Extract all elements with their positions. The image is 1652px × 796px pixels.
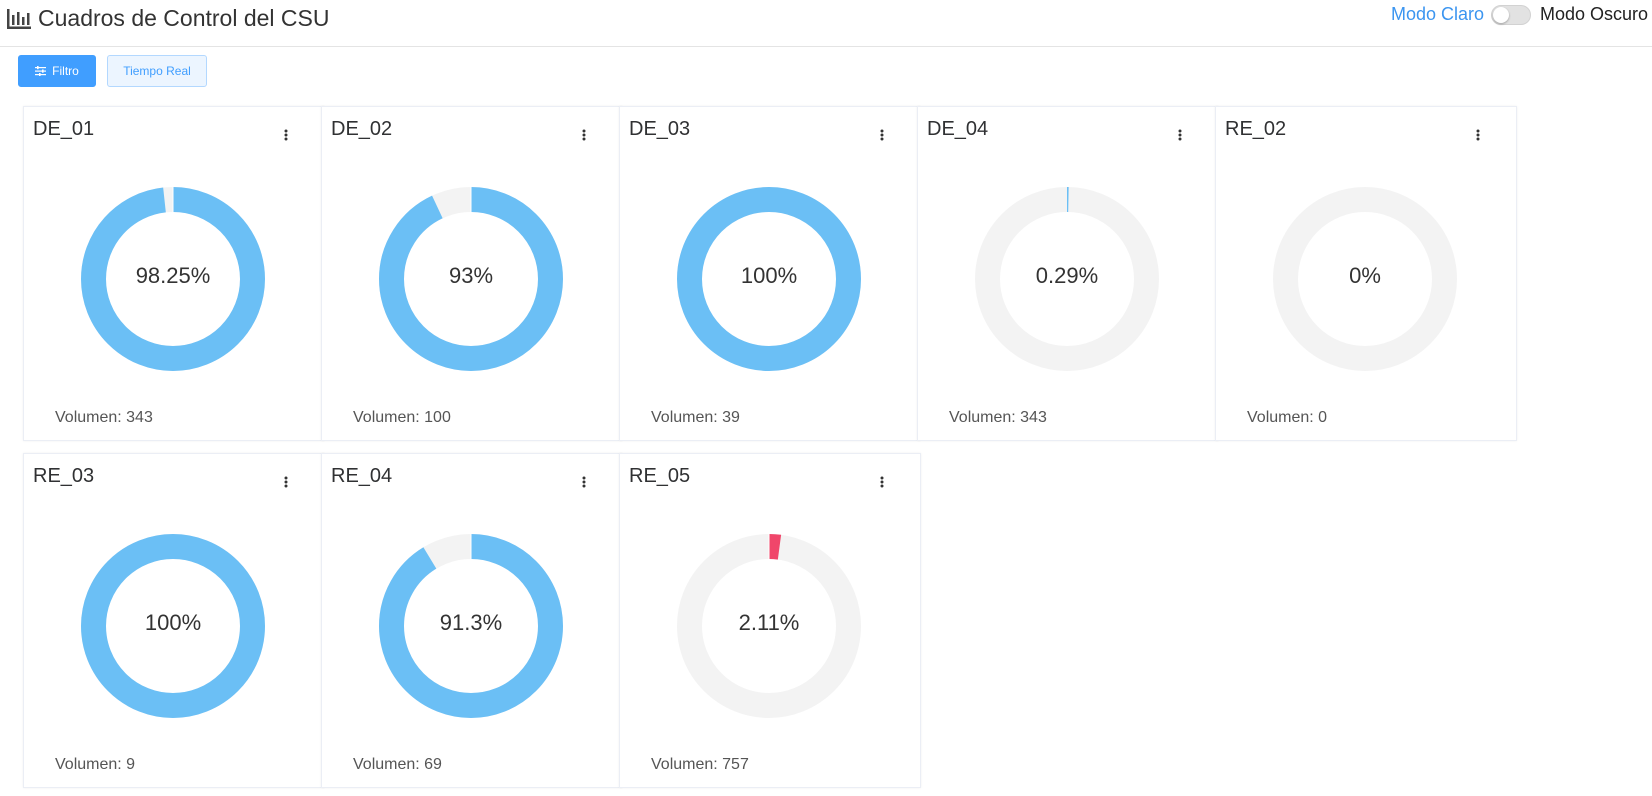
donut-chart bbox=[975, 187, 1159, 371]
card-volume: Volumen: 39 bbox=[651, 409, 740, 426]
kpi-card[interactable]: RE_05 2.11% Volumen: 757 bbox=[619, 453, 921, 788]
donut-chart bbox=[379, 534, 563, 718]
kpi-card[interactable]: DE_04 0.29% Volumen: 343 bbox=[917, 106, 1219, 441]
kpi-card[interactable]: RE_02 0% Volumen: 0 bbox=[1215, 106, 1517, 441]
donut-percent-label: 0% bbox=[1349, 263, 1381, 288]
donut-percent-label: 100% bbox=[144, 610, 202, 635]
sliders-icon bbox=[35, 66, 47, 76]
donut-chart bbox=[677, 534, 861, 718]
card-volume: Volumen: 69 bbox=[353, 756, 442, 773]
donut-chart bbox=[677, 187, 861, 371]
kpi-card[interactable]: DE_02 93% Volumen: 100 bbox=[321, 106, 623, 441]
kpi-card[interactable]: RE_04 91.3% Volumen: 69 bbox=[321, 453, 623, 788]
donut-value-arc bbox=[677, 187, 861, 371]
card-volume: Volumen: 9 bbox=[55, 756, 136, 773]
toggle-knob bbox=[1493, 7, 1509, 23]
donut-chart bbox=[1273, 187, 1457, 371]
page-title: Cuadros de Control del CSU bbox=[38, 5, 330, 31]
donut-chart bbox=[81, 187, 265, 371]
vertical-ellipsis-icon[interactable] bbox=[279, 472, 293, 492]
vertical-ellipsis-icon[interactable] bbox=[279, 125, 293, 145]
dark-mode-label[interactable]: Modo Oscuro bbox=[1540, 4, 1649, 24]
donut-percent-label: 0.29% bbox=[1035, 263, 1099, 288]
vertical-ellipsis-icon[interactable] bbox=[1471, 125, 1485, 145]
bar-chart-icon bbox=[7, 9, 31, 29]
card-volume: Volumen: 0 bbox=[1247, 409, 1328, 426]
theme-toggle[interactable] bbox=[1491, 5, 1531, 25]
card-volume: Volumen: 757 bbox=[651, 756, 749, 773]
donut-percent-label: 93% bbox=[448, 263, 494, 288]
vertical-ellipsis-icon[interactable] bbox=[1173, 125, 1187, 145]
card-volume: Volumen: 343 bbox=[55, 409, 153, 426]
donut-percent-label: 100% bbox=[740, 263, 798, 288]
kpi-card[interactable]: DE_01 98.25% Volumen: 343 bbox=[23, 106, 325, 441]
vertical-ellipsis-icon[interactable] bbox=[577, 125, 591, 145]
app-header: Cuadros de Control del CSU Modo Claro Mo… bbox=[0, 0, 1652, 47]
card-title: RE_04 bbox=[331, 465, 393, 487]
card-title: DE_04 bbox=[927, 118, 989, 140]
donut-value-arc bbox=[975, 187, 1159, 371]
donut-value-arc bbox=[81, 534, 265, 718]
vertical-ellipsis-icon[interactable] bbox=[875, 472, 889, 492]
vertical-ellipsis-icon[interactable] bbox=[577, 472, 591, 492]
donut-track bbox=[1273, 187, 1457, 371]
card-title: DE_02 bbox=[331, 118, 393, 140]
filter-button[interactable]: Filtro bbox=[18, 55, 96, 87]
kpi-card[interactable]: RE_03 100% Volumen: 9 bbox=[23, 453, 325, 788]
light-mode-label[interactable]: Modo Claro bbox=[1391, 4, 1485, 24]
donut-chart bbox=[81, 534, 265, 718]
card-title: RE_05 bbox=[629, 465, 691, 487]
vertical-ellipsis-icon[interactable] bbox=[875, 125, 889, 145]
donut-percent-label: 2.11% bbox=[738, 610, 800, 635]
card-title: RE_03 bbox=[33, 465, 95, 487]
card-volume: Volumen: 100 bbox=[353, 409, 451, 426]
kpi-card[interactable]: DE_03 100% Volumen: 39 bbox=[619, 106, 921, 441]
realtime-button-label: Tiempo Real bbox=[123, 64, 191, 78]
filter-button-label: Filtro bbox=[52, 64, 79, 78]
card-title: DE_03 bbox=[629, 118, 691, 140]
realtime-button[interactable]: Tiempo Real bbox=[107, 55, 207, 87]
donut-percent-label: 98.25% bbox=[135, 263, 211, 288]
card-title: RE_02 bbox=[1225, 118, 1287, 140]
card-volume: Volumen: 343 bbox=[949, 409, 1047, 426]
card-title: DE_01 bbox=[33, 118, 95, 140]
donut-percent-label: 91.3% bbox=[439, 610, 503, 635]
donut-chart bbox=[379, 187, 563, 371]
